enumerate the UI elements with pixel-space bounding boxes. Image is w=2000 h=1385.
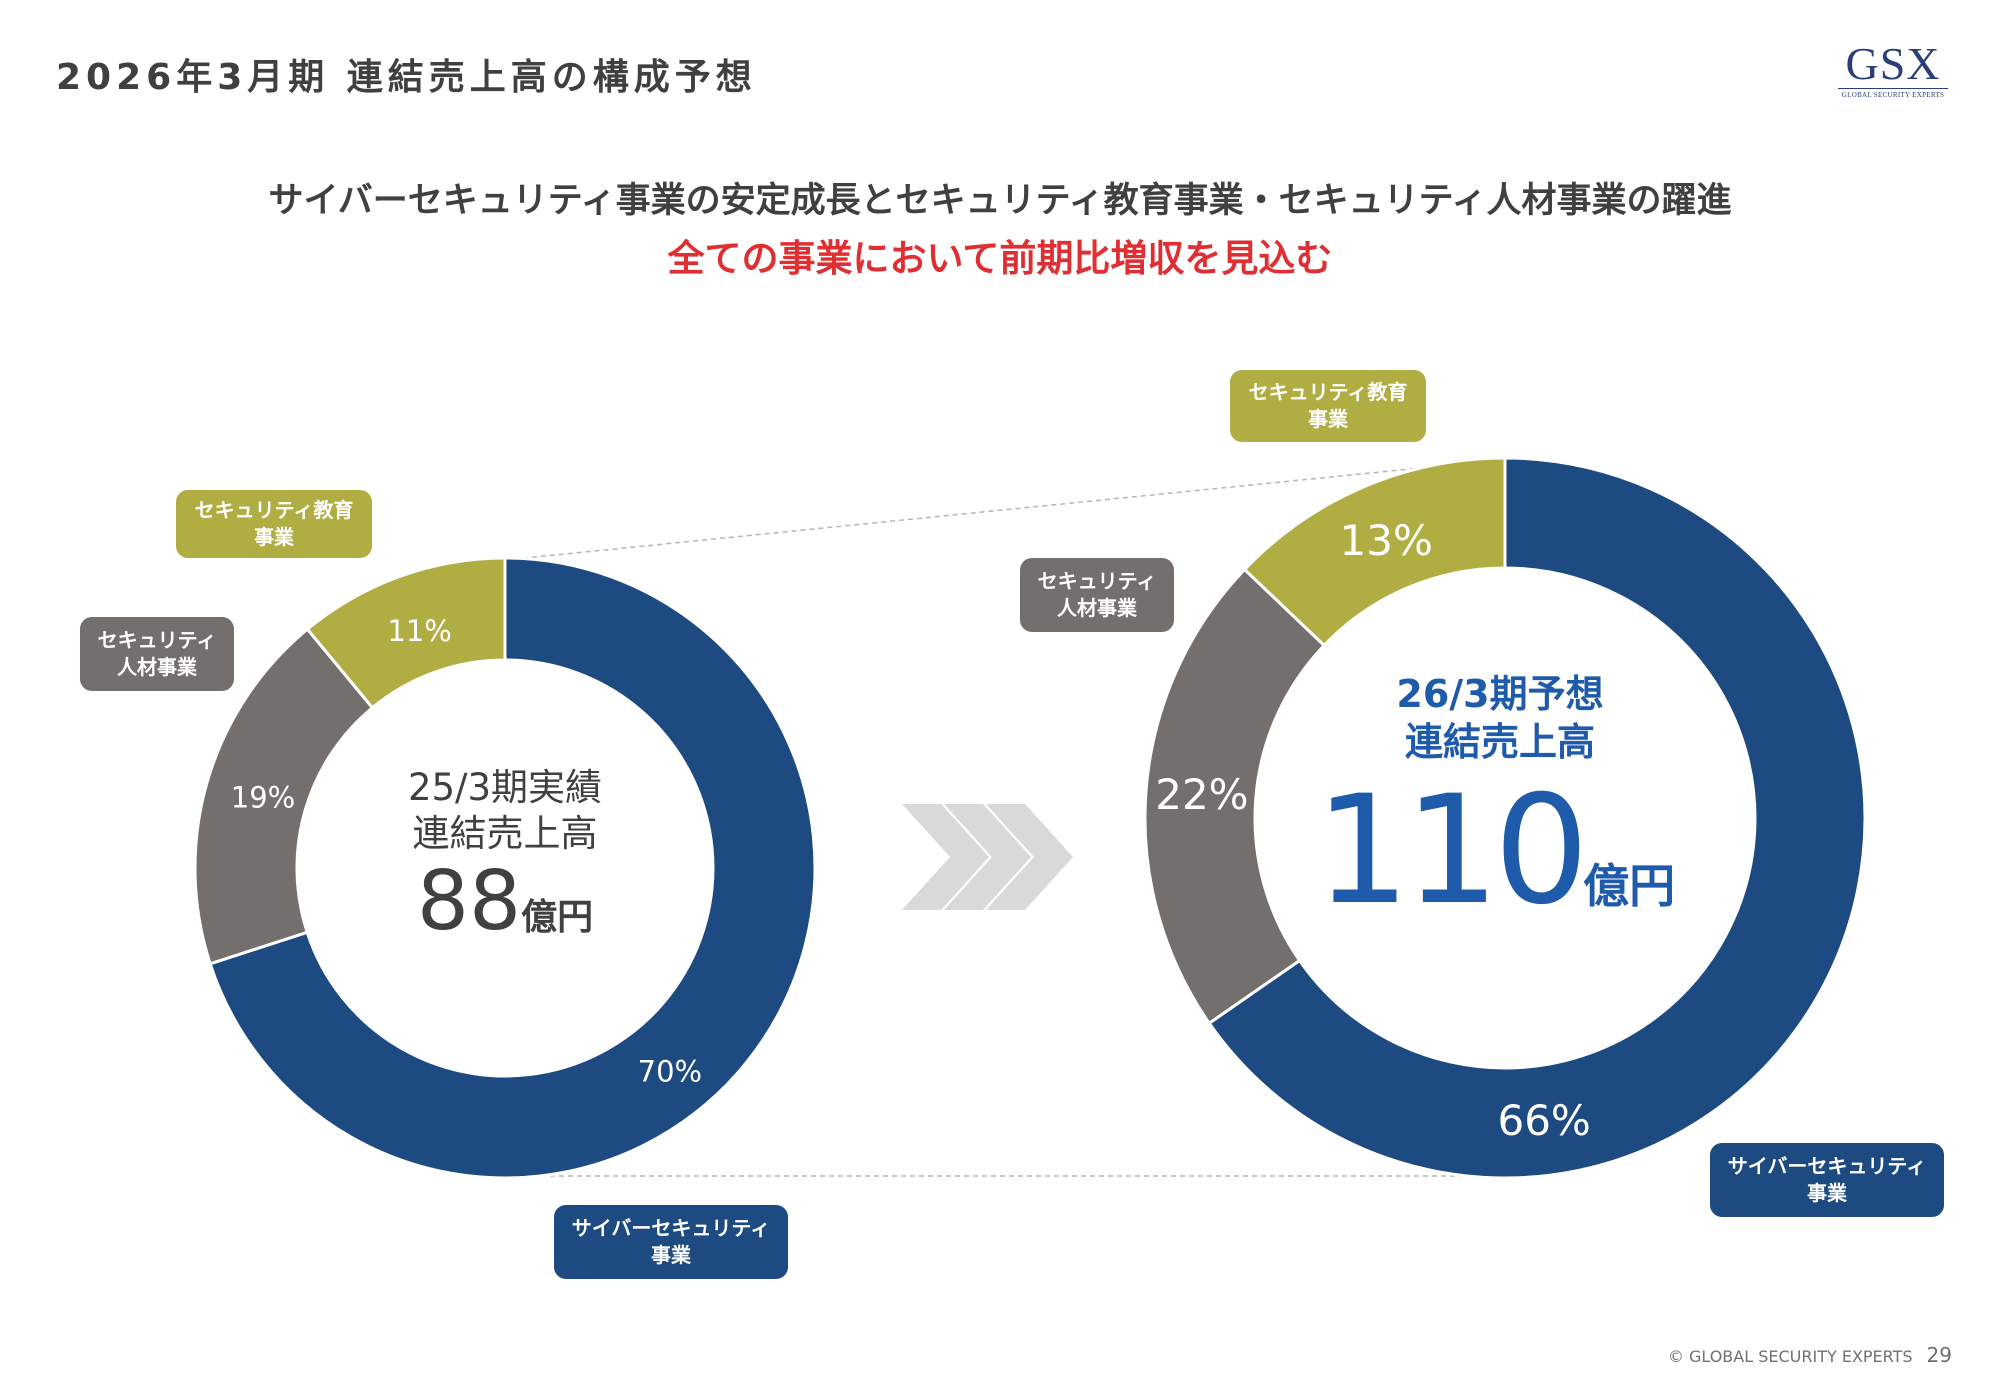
tag-education-fy25: セキュリティ教育 事業: [176, 490, 372, 558]
donut-slice-cyber: [1207, 456, 1867, 1180]
slice-label-talent: 19%: [231, 781, 295, 815]
center-amount: 110: [1314, 764, 1589, 938]
arrow-chevron-3: [986, 804, 1073, 910]
slice-label-education: 11%: [387, 614, 451, 648]
center-line1: 26/3期予想: [1396, 672, 1604, 716]
center-amount: 88: [416, 854, 522, 949]
donut-slice-cyber: [208, 556, 817, 1180]
slice-label-education: 13%: [1340, 516, 1433, 565]
subheadline: 全ての事業において前期比増収を見込む: [667, 237, 1333, 280]
connector-lines: [504, 459, 1501, 1177]
copyright-text: © GLOBAL SECURITY EXPERTS: [1667, 1347, 1913, 1366]
headline: サイバーセキュリティ事業の安定成長とセキュリティ教育事業・セキュリティ人材事業の…: [268, 181, 1732, 221]
tag-talent-fy26: セキュリティ 人材事業: [1020, 558, 1174, 632]
center-line1: 25/3期実績: [407, 766, 603, 809]
center-label-fy26: 26/3期予想 連結売上高 110億円: [1315, 670, 1680, 982]
tag-line1: セキュリティ教育: [194, 498, 354, 522]
tag-talent-fy25: セキュリティ 人材事業: [80, 617, 234, 691]
arrow-chevron-1: [902, 804, 989, 910]
center-label-fy25: 25/3期実績 連結売上高 88億円: [355, 765, 655, 969]
tag-cyber-fy26: サイバーセキュリティ 事業: [1710, 1143, 1944, 1217]
tag-line1: セキュリティ: [97, 628, 217, 652]
donut-slice-talent: [1143, 567, 1327, 1026]
donut-chart-fy26: 66% 22% 13%: [1143, 456, 1867, 1180]
tag-line2: 人材事業: [117, 655, 197, 679]
page-title: 2026年3月期 連結売上高の構成予想: [56, 57, 757, 98]
logo-tagline: GLOBAL SECURITY EXPERTS: [1838, 88, 1948, 99]
center-line2: 連結売上高: [1404, 720, 1595, 764]
tag-line1: サイバーセキュリティ: [1727, 1154, 1927, 1178]
tag-line2: 事業: [1308, 407, 1348, 431]
tag-line2: 人材事業: [1057, 596, 1137, 620]
arrow-chevron-2: [944, 804, 1031, 910]
tag-line1: セキュリティ: [1037, 569, 1157, 593]
tag-line2: 事業: [1807, 1181, 1847, 1205]
slice-label-cyber: 66%: [1497, 1096, 1590, 1145]
center-unit: 億円: [521, 897, 594, 938]
tag-cyber-fy25: サイバーセキュリティ 事業: [554, 1205, 788, 1279]
center-unit: 億円: [1583, 859, 1676, 913]
slice-label-talent: 22%: [1155, 770, 1248, 819]
company-logo: GSX GLOBAL SECURITY EXPERTS: [1838, 40, 1948, 99]
donut-chart-fy25: 70% 19% 11%: [193, 556, 817, 1180]
logo-wordmark: GSX: [1845, 38, 1941, 89]
donut-slice-education: [305, 556, 507, 710]
slice-label-cyber: 70%: [638, 1055, 702, 1089]
arrow-chevrons: [902, 804, 1073, 910]
tag-education-fy26: セキュリティ教育 事業: [1230, 370, 1426, 442]
donut-slice-education: [1242, 456, 1507, 648]
footer: © GLOBAL SECURITY EXPERTS 29: [1668, 1343, 1952, 1367]
page-number: 29: [1926, 1343, 1952, 1367]
tag-line2: 事業: [651, 1243, 691, 1267]
connector-line-top: [504, 459, 1501, 561]
donut-slice-talent: [193, 627, 375, 966]
center-line2: 連結売上高: [412, 812, 598, 855]
tag-line1: セキュリティ教育: [1248, 380, 1408, 404]
tag-line1: サイバーセキュリティ: [571, 1216, 771, 1240]
tag-line2: 事業: [254, 525, 294, 549]
